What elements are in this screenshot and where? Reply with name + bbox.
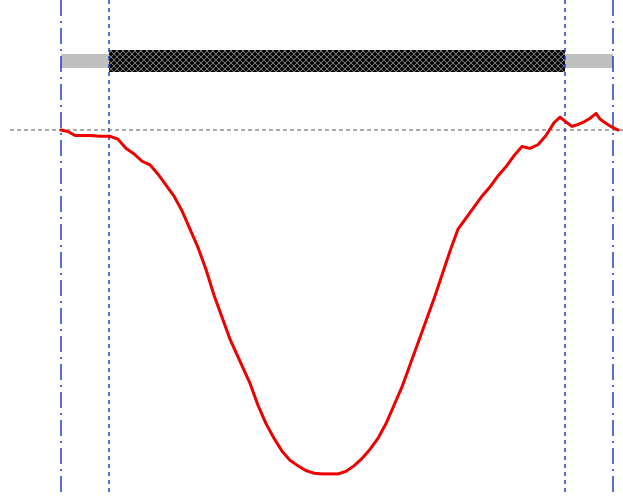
series-line-1 (61, 114, 618, 474)
vertical-markers (61, 0, 613, 496)
bar-active-crosshatch (109, 50, 565, 72)
series-layer (61, 114, 618, 474)
bar-layer (61, 50, 613, 72)
bar-inactive-right (565, 54, 613, 68)
bar-inactive-left (61, 54, 109, 68)
